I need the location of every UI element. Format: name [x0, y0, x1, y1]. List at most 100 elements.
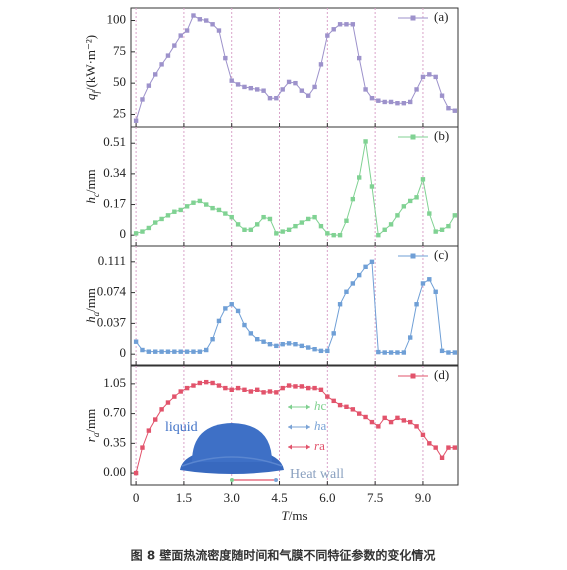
point — [420, 177, 426, 182]
point — [369, 95, 375, 101]
y-tick-label: 75 — [113, 43, 126, 58]
point — [446, 106, 451, 111]
y-tick-label: 0.111 — [98, 253, 126, 268]
point — [331, 232, 336, 238]
point — [401, 350, 407, 355]
label-part: f — [91, 90, 101, 94]
point — [235, 82, 241, 87]
point — [286, 341, 292, 346]
point — [248, 389, 254, 394]
point — [299, 88, 305, 93]
point — [395, 350, 400, 355]
point — [197, 349, 203, 354]
axis-label: ra — [314, 438, 325, 453]
point — [159, 407, 164, 412]
point — [344, 22, 349, 27]
point — [210, 337, 215, 342]
point — [184, 204, 190, 209]
point — [337, 22, 343, 27]
point — [267, 216, 273, 222]
y-tick-label: 0 — [120, 226, 127, 241]
point — [172, 349, 177, 354]
point — [140, 347, 145, 353]
legend-label: (a) — [434, 9, 448, 24]
axis-label: qf/(kW·m⁻²) — [83, 35, 101, 100]
x-tick-label: 9.0 — [415, 490, 431, 505]
point — [401, 418, 407, 423]
point — [306, 345, 311, 350]
point — [216, 318, 222, 324]
point — [223, 211, 228, 216]
label-part: r — [83, 436, 98, 442]
point — [427, 441, 432, 446]
point — [159, 62, 164, 67]
caption: 图 8 壁面热流密度随时间和气膜不同特征参数的变化情况 — [131, 548, 436, 563]
point — [286, 227, 292, 232]
point — [312, 84, 317, 90]
point — [286, 383, 292, 388]
axis-label: ha — [314, 418, 327, 433]
label-part: h — [314, 398, 321, 413]
point — [146, 83, 152, 88]
point — [172, 209, 177, 214]
point — [235, 385, 241, 391]
point — [223, 306, 228, 311]
point — [210, 22, 215, 27]
point — [178, 207, 183, 213]
point — [420, 432, 426, 438]
y-tick-label: 0.34 — [103, 165, 126, 180]
point — [446, 350, 451, 355]
point — [267, 341, 273, 347]
point — [312, 385, 317, 391]
label-part: /mm — [83, 409, 98, 433]
point — [337, 402, 343, 408]
point — [133, 339, 139, 344]
point — [293, 384, 298, 389]
point — [255, 87, 260, 92]
plot-frame — [130, 245, 459, 366]
point — [210, 205, 215, 211]
point — [261, 88, 266, 93]
point — [420, 74, 426, 80]
point — [146, 349, 152, 354]
point — [191, 13, 196, 18]
label-part: a — [321, 418, 327, 433]
point — [242, 227, 247, 232]
legend-marker — [410, 253, 416, 259]
point — [388, 419, 394, 425]
point — [369, 259, 375, 265]
point — [350, 22, 356, 27]
point — [216, 383, 222, 388]
label-part: c — [91, 193, 101, 197]
annotation: Heat wall — [290, 467, 344, 482]
point — [414, 424, 419, 429]
point — [331, 398, 336, 404]
point — [229, 214, 234, 220]
point — [235, 222, 241, 227]
point — [191, 383, 196, 388]
point — [191, 349, 196, 354]
point — [140, 445, 145, 450]
point — [248, 85, 254, 91]
point — [159, 216, 164, 222]
x-tick-label: 7.5 — [367, 490, 383, 505]
point — [369, 184, 375, 189]
x-tick-label: 6.0 — [319, 490, 335, 505]
point — [356, 272, 362, 278]
point — [433, 445, 438, 450]
point — [165, 53, 171, 58]
point — [274, 95, 279, 101]
y-tick-label: 0.51 — [103, 134, 126, 149]
point — [223, 385, 228, 391]
point — [433, 74, 438, 80]
point — [388, 350, 394, 355]
point — [261, 214, 266, 220]
point — [325, 394, 330, 399]
point — [439, 93, 445, 98]
y-tick-label: 0.35 — [103, 434, 126, 449]
point — [172, 43, 177, 48]
label-part: a — [91, 311, 101, 316]
point — [344, 218, 349, 223]
point — [178, 389, 183, 394]
point — [293, 341, 298, 347]
